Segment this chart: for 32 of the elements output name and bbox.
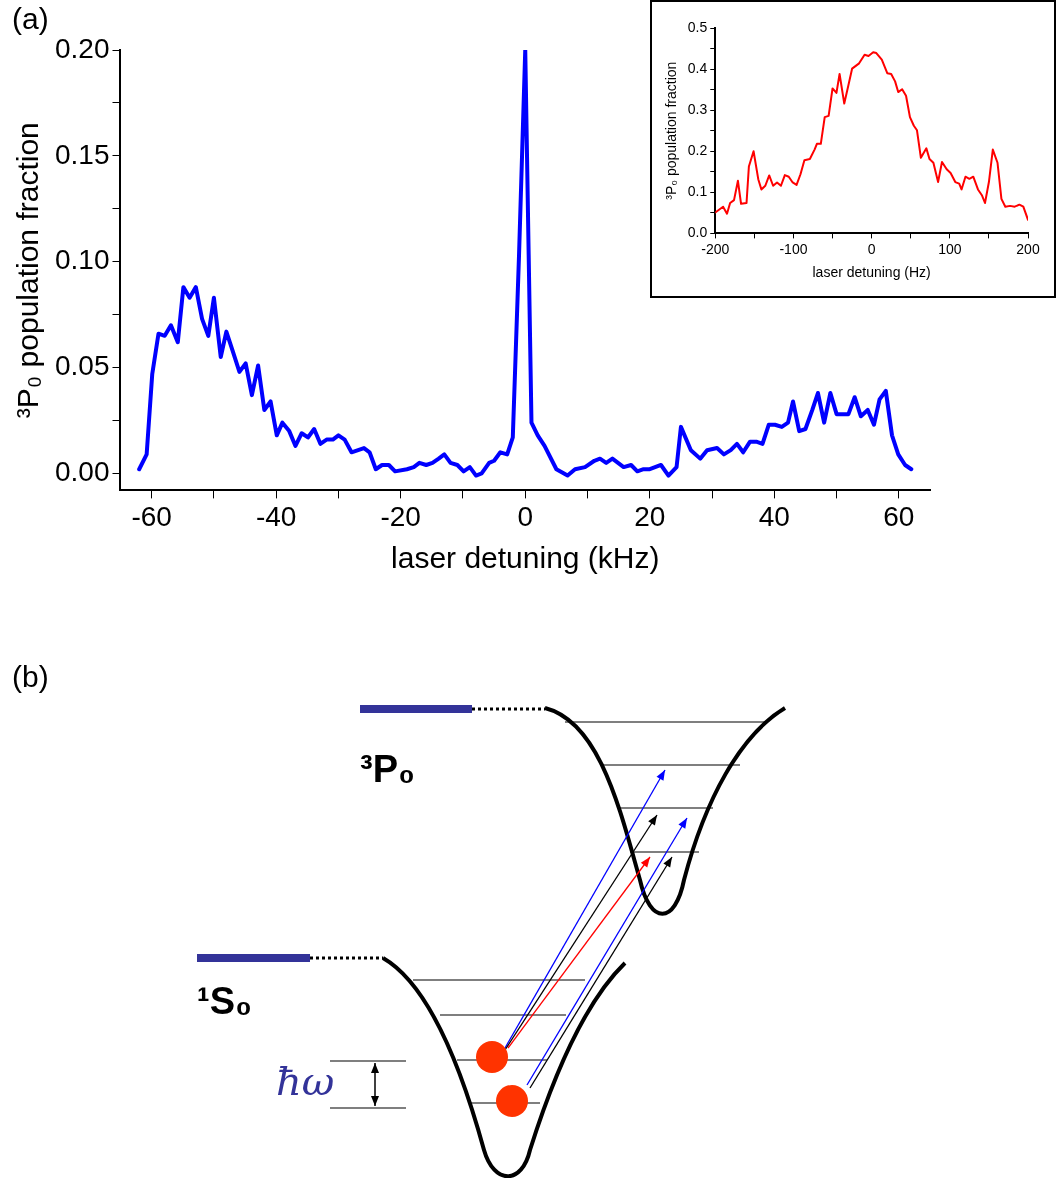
y-tick-label: 0.00 xyxy=(55,456,110,488)
y-tick-label: 0.0 xyxy=(687,224,708,241)
x-tick-label: 200 xyxy=(1016,240,1040,257)
text: (b) xyxy=(12,660,49,694)
x-tick-label: -60 xyxy=(131,500,172,532)
x-tick-label: -20 xyxy=(380,500,421,532)
x-tick-label: 40 xyxy=(758,500,790,532)
x-tick-label: -200 xyxy=(701,240,730,257)
x-tick-label: 100 xyxy=(938,240,962,257)
y-tick-label: 0.2 xyxy=(687,142,708,159)
y-tick-label: 0.10 xyxy=(55,244,110,276)
x-tick-label: -40 xyxy=(255,500,297,532)
y-tick-label: 0.15 xyxy=(55,138,110,170)
x-axis-title: laser detuning (Hz) xyxy=(812,264,931,281)
text: (a) xyxy=(12,2,49,36)
text: ¹S₀ xyxy=(197,980,253,1023)
y-axis-title: ³P₀ population fraction xyxy=(663,61,680,200)
x-tick-label: -100 xyxy=(779,240,808,257)
y-tick-label: 0.4 xyxy=(687,59,708,76)
y-tick-label: 0.3 xyxy=(687,101,708,118)
text: ħω xyxy=(276,1058,335,1104)
x-tick-label: 0 xyxy=(517,500,534,532)
x-tick-label: 0 xyxy=(867,240,876,257)
y-tick-label: 0.05 xyxy=(55,350,110,382)
x-tick-label: 20 xyxy=(634,500,666,532)
x-tick-label: 60 xyxy=(883,500,915,532)
text: ³P₀ xyxy=(360,748,416,791)
y-tick-label: 0.5 xyxy=(687,18,708,35)
x-axis-title: laser detuning (kHz) xyxy=(391,541,660,575)
y-tick-label: 0.20 xyxy=(55,32,110,64)
y-tick-label: 0.1 xyxy=(687,183,708,200)
y-axis-title: ³P₀ population fraction xyxy=(11,122,45,419)
